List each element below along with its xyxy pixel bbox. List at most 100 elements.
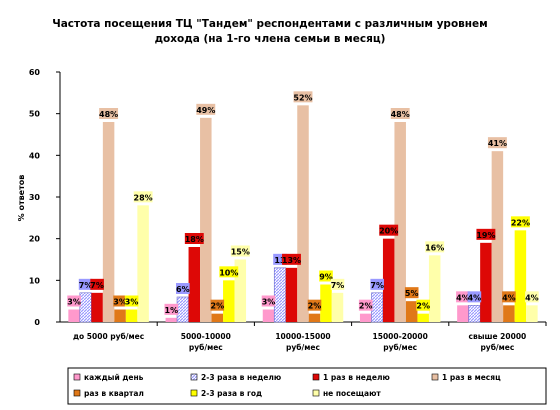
- data-label-bg: [210, 299, 225, 311]
- legend-swatch: [312, 389, 320, 397]
- bar-7-cat-4: [428, 255, 441, 322]
- y-tick-label: 30: [29, 193, 41, 202]
- data-label-bg: [425, 241, 445, 253]
- y-tick-label: 60: [29, 68, 41, 77]
- y-tick-label: 50: [29, 110, 41, 119]
- data-label-bg: [113, 295, 127, 307]
- data-label: 41%: [488, 139, 507, 148]
- bar-7-cat-1: [137, 205, 149, 322]
- bar-4-cat-4: [394, 122, 406, 322]
- data-label-bg: [467, 291, 482, 303]
- bar-3-cat-3: [285, 267, 298, 322]
- data-label-bg: [404, 287, 419, 299]
- data-label-bg: [230, 245, 250, 257]
- bar-2-cat-5: [468, 305, 481, 323]
- data-label-bg: [293, 91, 313, 103]
- data-label-bg: [90, 278, 104, 290]
- bar-2-cat-2: [176, 296, 189, 323]
- y-tick-label: 0: [34, 318, 40, 327]
- data-label-bg: [416, 299, 430, 311]
- category-label: руб/мес: [480, 343, 514, 352]
- bar-7-cat-3: [331, 292, 344, 322]
- data-label: 6%: [176, 285, 190, 294]
- data-label-bg: [525, 291, 539, 303]
- data-label: 13: [274, 256, 285, 265]
- legend-label: 2-3 раза в год: [201, 389, 262, 398]
- category-label: 5000-10000: [181, 332, 231, 341]
- data-label: 3%: [125, 298, 139, 307]
- bar-3-cat-4: [382, 238, 395, 322]
- data-label: 15%: [231, 248, 250, 257]
- bar-5-cat-1: [114, 309, 126, 322]
- data-label-bg: [319, 270, 333, 282]
- bar-5-cat-4: [405, 301, 418, 322]
- category-label: 15000-20000: [373, 332, 428, 341]
- data-label: 3%: [113, 298, 127, 307]
- bar-6-cat-1: [125, 309, 138, 322]
- legend-label: каждый день: [84, 373, 144, 382]
- legend: каждый день 2-3 раза в неделю 1 раз в неде…: [67, 367, 547, 405]
- data-label: 19%: [476, 231, 495, 240]
- data-label-bg: [124, 295, 139, 307]
- data-label: 2%: [308, 302, 322, 311]
- data-labels-group: 3%7%7%48%3%3%28%1%6%18%49%2%10%15%3%1313…: [67, 91, 539, 315]
- bar-5-cat-3: [308, 313, 321, 322]
- data-label-bg: [510, 216, 530, 228]
- legend-swatch: [190, 373, 198, 381]
- data-label-bg: [176, 283, 190, 294]
- data-label-bg: [184, 233, 204, 244]
- data-label: 49%: [196, 106, 215, 115]
- data-label: 2%: [211, 302, 225, 311]
- legend-label: не посещают: [323, 389, 381, 398]
- y-axis-ticks: 0 10 20 30 40 50 60: [29, 68, 60, 327]
- data-label-bg: [307, 299, 322, 311]
- legend-frame: [67, 367, 547, 405]
- legend-label: 1 раз в неделю: [323, 373, 390, 382]
- category-label: руб/мес: [189, 343, 223, 352]
- y-tick-label: 40: [29, 151, 41, 160]
- bar-6-cat-5: [514, 230, 527, 322]
- legend-swatch: [312, 373, 320, 381]
- data-label-bg: [358, 299, 373, 311]
- data-label: 13%: [282, 256, 301, 265]
- legend-swatch: [73, 389, 81, 397]
- legend-label: раз в квартал: [84, 389, 144, 398]
- bar-5-cat-5: [503, 305, 515, 322]
- data-label: 16%: [425, 243, 444, 252]
- data-label-bg: [456, 291, 470, 303]
- bar-3-cat-1: [91, 292, 103, 322]
- data-label: 22%: [511, 218, 530, 227]
- data-label-bg: [487, 137, 507, 149]
- data-label: 1%: [165, 306, 179, 315]
- data-label: 4%: [456, 293, 470, 302]
- legend-items: каждый день 2-3 раза в неделю 1 раз в неде…: [73, 373, 501, 398]
- bar-1-cat-4: [359, 313, 372, 322]
- data-label-bg: [133, 191, 153, 203]
- bar-4-cat-2: [200, 117, 212, 322]
- data-label-bg: [502, 291, 516, 303]
- bar-2-cat-1: [79, 292, 92, 323]
- data-label: 10%: [219, 268, 238, 277]
- data-label-bg: [330, 278, 345, 290]
- category-label: руб/мес: [383, 343, 417, 352]
- bar-1-cat-1: [68, 309, 80, 322]
- data-label: 48%: [391, 110, 410, 119]
- bar-3-cat-5: [480, 242, 492, 322]
- y-tick-label: 20: [29, 235, 41, 244]
- chart-title-line-2: дохода (на 1-го члена семьи в месяц): [155, 33, 386, 45]
- data-label-bg: [476, 228, 496, 240]
- bar-2-cat-4: [371, 292, 384, 323]
- bar-4-cat-1: [102, 122, 115, 322]
- category-label: свыше 20000: [469, 332, 527, 341]
- data-label-bg: [379, 224, 399, 236]
- data-label-bg: [78, 278, 93, 290]
- category-label: руб/мес: [286, 343, 320, 352]
- data-label-bg: [67, 295, 81, 307]
- category-labels-group: до 5000 руб/мес 5000-10000 руб/мес 10000-15…: [73, 322, 547, 352]
- data-label: 7%: [79, 281, 93, 290]
- data-label: 3%: [67, 298, 81, 307]
- bar-3-cat-2: [188, 247, 201, 322]
- data-label-bg: [370, 278, 384, 290]
- legend-label: 1 раз в месяц: [442, 373, 501, 382]
